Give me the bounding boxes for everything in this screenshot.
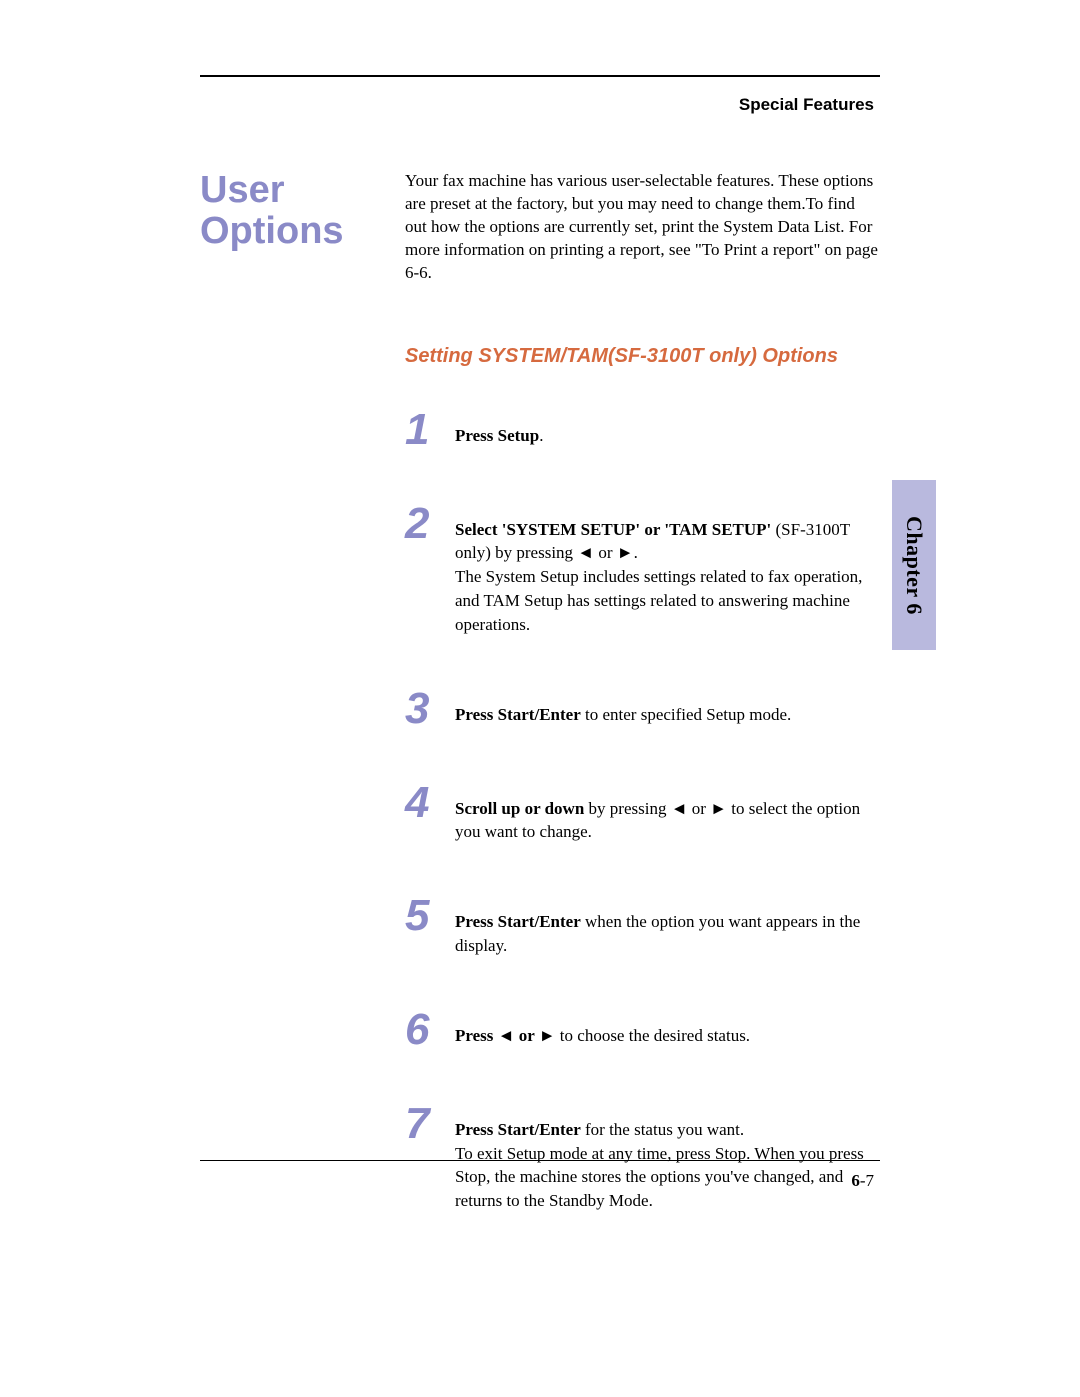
- step-tail: to choose the desired status.: [556, 1026, 751, 1045]
- step-5: 5 Press Start/Enter when the option you …: [405, 894, 880, 958]
- step-bold: Select 'SYSTEM SETUP' or 'TAM SETUP': [455, 520, 771, 539]
- step-tail: to enter specified Setup mode.: [581, 705, 792, 724]
- step-number: 3: [405, 687, 455, 731]
- subsection: Setting SYSTEM/TAM(SF-3100T only) Option…: [405, 345, 880, 1213]
- step-body: Press ◄ or ► to choose the desired statu…: [455, 1008, 880, 1048]
- step-number: 6: [405, 1008, 455, 1052]
- bottom-rule: [200, 1160, 880, 1161]
- step-bold: Press ◄ or ►: [455, 1026, 556, 1045]
- step-body: Select 'SYSTEM SETUP' or 'TAM SETUP' (SF…: [455, 502, 880, 637]
- step-bold: Press Start/Enter: [455, 912, 581, 931]
- top-rule: [200, 75, 880, 77]
- step-tail: The System Setup includes settings relat…: [455, 567, 862, 634]
- step-bold: Scroll up or down: [455, 799, 584, 818]
- step-number: 2: [405, 502, 455, 546]
- step-tail: .: [539, 426, 543, 445]
- header-chapter-label: Special Features: [200, 95, 880, 115]
- step-number: 1: [405, 408, 455, 452]
- section-title-line1: User: [200, 169, 285, 211]
- step-1: 1 Press Setup.: [405, 408, 880, 452]
- step-body: Press Start/Enter for the status you wan…: [455, 1102, 880, 1213]
- step-body: Press Setup.: [455, 408, 880, 448]
- step-3: 3 Press Start/Enter to enter specified S…: [405, 687, 880, 731]
- section-row: User Options Your fax machine has variou…: [200, 170, 880, 285]
- page-content: Special Features User Options Your fax m…: [200, 75, 880, 1213]
- step-body: Press Start/Enter when the option you wa…: [455, 894, 880, 958]
- step-number: 7: [405, 1102, 455, 1146]
- step-bold: Press Start/Enter: [455, 1120, 581, 1139]
- subsection-title: Setting SYSTEM/TAM(SF-3100T only) Option…: [405, 345, 880, 368]
- step-bold: Press Setup: [455, 426, 539, 445]
- page-number: 6-7: [200, 1171, 880, 1191]
- section-title-line2: Options: [200, 210, 344, 252]
- chapter-tab-label: Chapter 6: [901, 516, 927, 615]
- step-body: Press Start/Enter to enter specified Set…: [455, 687, 880, 727]
- step-4: 4 Scroll up or down by pressing ◄ or ► t…: [405, 781, 880, 845]
- section-title: User Options: [200, 170, 405, 252]
- step-bold: Press Start/Enter: [455, 705, 581, 724]
- footer: 6-7: [200, 1160, 880, 1191]
- chapter-tab: Chapter 6: [892, 480, 936, 650]
- footer-chapter-num: 6: [851, 1171, 860, 1190]
- section-intro: Your fax machine has various user-select…: [405, 170, 880, 285]
- step-7: 7 Press Start/Enter for the status you w…: [405, 1102, 880, 1213]
- step-2: 2 Select 'SYSTEM SETUP' or 'TAM SETUP' (…: [405, 502, 880, 637]
- footer-page-num: 7: [866, 1171, 875, 1190]
- step-number: 5: [405, 894, 455, 938]
- step-number: 4: [405, 781, 455, 825]
- steps-list: 1 Press Setup. 2 Select 'SYSTEM SETUP' o…: [405, 408, 880, 1213]
- step-6: 6 Press ◄ or ► to choose the desired sta…: [405, 1008, 880, 1052]
- step-tail: for the status you want.: [581, 1120, 744, 1139]
- step-body: Scroll up or down by pressing ◄ or ► to …: [455, 781, 880, 845]
